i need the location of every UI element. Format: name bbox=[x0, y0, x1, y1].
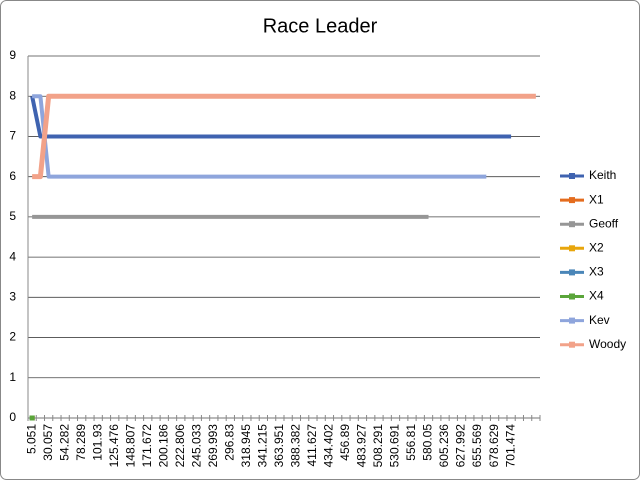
legend-marker bbox=[569, 221, 575, 228]
y-tick-label: 0 bbox=[9, 410, 16, 424]
y-tick-label: 2 bbox=[9, 330, 16, 344]
x-tick-label: 678.629 bbox=[487, 424, 501, 468]
x-tick-label: 125.476 bbox=[107, 424, 121, 468]
x-tick-label: 30.057 bbox=[41, 424, 55, 461]
x-tick-label: 222.806 bbox=[173, 424, 187, 468]
x-tick-label: 296.83 bbox=[222, 424, 236, 461]
x-tick-label: 318.945 bbox=[239, 424, 253, 468]
y-tick-label: 1 bbox=[9, 370, 16, 384]
x-tick-label: 434.402 bbox=[322, 424, 336, 468]
x-tick-label: 627.992 bbox=[454, 424, 468, 468]
x-tick-label: 171.672 bbox=[140, 424, 154, 468]
x-tick-label: 5.051 bbox=[24, 424, 38, 454]
legend-marker bbox=[569, 341, 575, 348]
y-tick-label: 6 bbox=[9, 169, 16, 183]
x-tick-label: 101.93 bbox=[90, 424, 104, 461]
x-tick-label: 269.993 bbox=[206, 424, 220, 468]
legend-label: Keith bbox=[589, 168, 616, 182]
legend-label: Woody bbox=[589, 337, 626, 351]
y-tick-label: 8 bbox=[9, 88, 16, 102]
x-tick-label: 580.05 bbox=[421, 424, 435, 461]
legend-label: X1 bbox=[589, 192, 604, 206]
series-line bbox=[32, 93, 536, 180]
x-tick-label: 78.289 bbox=[74, 424, 88, 461]
series-line bbox=[30, 95, 512, 139]
x-tick-label: 245.033 bbox=[189, 424, 203, 468]
x-tick-label: 556.81 bbox=[404, 424, 418, 461]
x-tick-label: 388.382 bbox=[289, 424, 303, 468]
chart-title: Race Leader bbox=[263, 15, 378, 37]
x-tick-label: 363.951 bbox=[272, 424, 286, 468]
x-tick-label: 411.627 bbox=[305, 424, 319, 467]
y-tick-label: 3 bbox=[9, 290, 16, 304]
legend-label: X3 bbox=[589, 265, 604, 279]
legend-label: Geoff bbox=[589, 216, 619, 230]
legend-marker bbox=[569, 269, 575, 276]
series-line bbox=[32, 94, 487, 179]
y-tick-label: 4 bbox=[9, 249, 16, 263]
y-tick-label: 5 bbox=[9, 209, 16, 223]
x-tick-label: 530.691 bbox=[388, 424, 402, 468]
legend-marker bbox=[569, 317, 575, 324]
legend-label: X2 bbox=[589, 240, 604, 254]
legend-label: Kev bbox=[589, 313, 610, 327]
x-tick-label: 148.807 bbox=[123, 424, 137, 468]
x-tick-label: 341.215 bbox=[256, 424, 270, 468]
legend-marker bbox=[569, 197, 575, 204]
x-tick-label: 456.89 bbox=[338, 424, 352, 461]
x-tick-label: 483.927 bbox=[355, 424, 369, 468]
legend-label: X4 bbox=[589, 289, 604, 303]
x-tick-label: 508.291 bbox=[371, 424, 385, 468]
y-tick-label: 7 bbox=[9, 129, 16, 143]
x-tick-label: 200.186 bbox=[156, 424, 170, 468]
x-tick-label: 54.282 bbox=[57, 424, 71, 461]
legend-marker bbox=[569, 293, 575, 300]
x-tick-label: 605.236 bbox=[437, 424, 451, 468]
legend-marker bbox=[569, 173, 575, 179]
y-tick-label: 9 bbox=[9, 48, 16, 62]
legend-marker bbox=[569, 245, 575, 252]
x-tick-label: 655.569 bbox=[470, 424, 484, 468]
series-marker bbox=[29, 415, 35, 421]
x-tick-label: 701.474 bbox=[503, 424, 517, 468]
